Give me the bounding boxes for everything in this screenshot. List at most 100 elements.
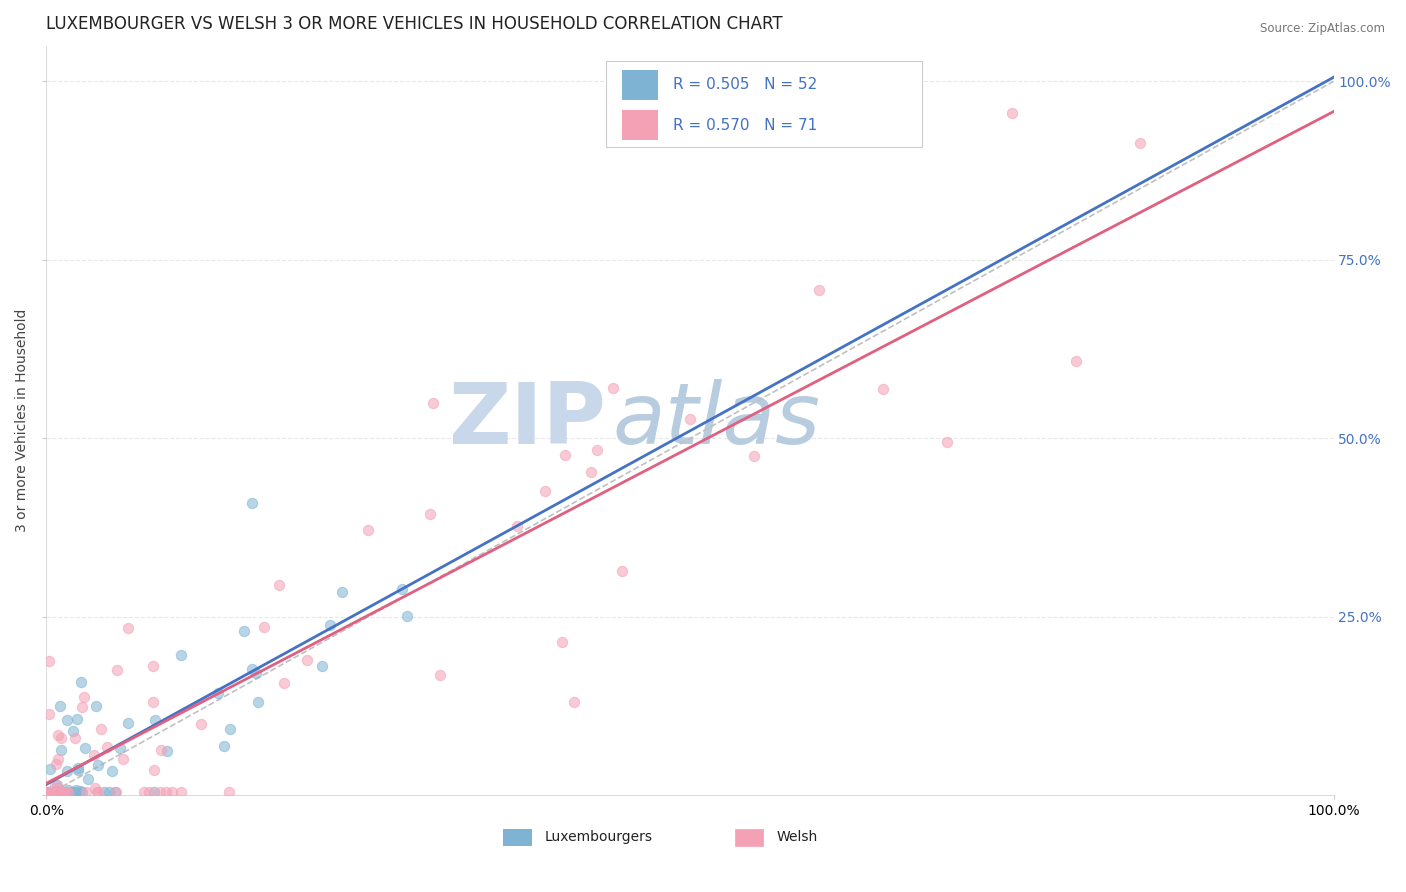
Point xyxy=(65,731,87,745)
Point xyxy=(38,654,60,668)
Point xyxy=(46,727,69,741)
Point xyxy=(46,785,69,799)
Point xyxy=(39,785,62,799)
Point xyxy=(429,668,451,682)
Point xyxy=(38,785,60,799)
Point xyxy=(70,674,93,689)
Point xyxy=(66,763,89,777)
Point xyxy=(37,785,59,799)
Point xyxy=(138,785,160,799)
Point xyxy=(93,785,115,799)
Point xyxy=(108,740,131,755)
Point xyxy=(330,585,353,599)
Point xyxy=(562,696,585,710)
Point xyxy=(117,621,139,635)
Point xyxy=(46,752,69,766)
Point xyxy=(240,495,263,509)
Point xyxy=(1129,136,1152,150)
Point xyxy=(104,785,127,799)
Point xyxy=(49,731,72,745)
Point xyxy=(170,648,193,662)
Point xyxy=(586,442,609,457)
Point xyxy=(807,283,830,297)
Point xyxy=(190,716,212,731)
Point xyxy=(65,782,87,797)
Point xyxy=(267,578,290,592)
Point xyxy=(46,780,69,795)
Point xyxy=(56,783,79,797)
Point xyxy=(56,714,79,728)
Point xyxy=(90,723,112,737)
Point xyxy=(551,634,574,648)
Point xyxy=(37,785,59,799)
Text: Luxembourgers: Luxembourgers xyxy=(544,830,652,844)
Point xyxy=(143,785,166,799)
Point xyxy=(610,564,633,578)
Point xyxy=(105,663,128,677)
Point xyxy=(395,608,418,623)
Text: atlas: atlas xyxy=(613,379,821,462)
Point xyxy=(214,739,236,753)
Point xyxy=(39,762,62,776)
Point xyxy=(1001,105,1024,120)
Point xyxy=(86,785,108,799)
FancyBboxPatch shape xyxy=(735,829,763,846)
Point xyxy=(602,381,624,395)
Point xyxy=(45,785,67,799)
Point xyxy=(247,695,270,709)
Y-axis label: 3 or more Vehicles in Household: 3 or more Vehicles in Household xyxy=(15,309,30,533)
Point xyxy=(357,523,380,537)
Point xyxy=(38,785,60,799)
FancyBboxPatch shape xyxy=(621,111,658,140)
Point xyxy=(66,712,89,726)
Point xyxy=(143,763,166,777)
Point xyxy=(56,785,79,799)
Point xyxy=(149,743,172,757)
Point xyxy=(149,785,172,799)
Point xyxy=(69,784,91,798)
Point xyxy=(1064,353,1087,368)
Point xyxy=(70,785,93,799)
Point xyxy=(506,519,529,533)
Point xyxy=(936,435,959,450)
Point xyxy=(579,465,602,479)
Point xyxy=(207,686,229,700)
Point xyxy=(245,665,267,680)
Point xyxy=(112,752,135,766)
Point xyxy=(679,412,702,426)
FancyBboxPatch shape xyxy=(606,61,921,147)
Point xyxy=(46,785,69,799)
Point xyxy=(38,785,60,799)
Point xyxy=(101,764,124,778)
Point xyxy=(51,785,73,799)
Point xyxy=(52,785,75,799)
Point xyxy=(42,785,65,799)
Point xyxy=(60,785,83,799)
Point xyxy=(534,484,557,499)
Point xyxy=(273,676,295,690)
Point xyxy=(73,690,96,704)
Point xyxy=(66,761,89,775)
Point xyxy=(75,785,97,799)
Point xyxy=(391,582,413,596)
Point xyxy=(86,785,108,799)
Point xyxy=(86,758,108,772)
Point xyxy=(103,785,125,799)
Point xyxy=(141,695,163,709)
Point xyxy=(872,382,894,396)
Point xyxy=(62,723,84,738)
Text: ZIP: ZIP xyxy=(449,379,606,462)
Point xyxy=(218,785,240,799)
Point xyxy=(49,699,72,714)
Point xyxy=(63,785,86,799)
Point xyxy=(83,747,105,762)
Text: R = 0.505   N = 52: R = 0.505 N = 52 xyxy=(673,78,817,92)
Point xyxy=(156,744,179,758)
Text: LUXEMBOURGER VS WELSH 3 OR MORE VEHICLES IN HOUSEHOLD CORRELATION CHART: LUXEMBOURGER VS WELSH 3 OR MORE VEHICLES… xyxy=(46,15,783,33)
Point xyxy=(232,624,254,639)
Text: Source: ZipAtlas.com: Source: ZipAtlas.com xyxy=(1260,22,1385,36)
Point xyxy=(219,722,242,736)
Text: R = 0.570   N = 71: R = 0.570 N = 71 xyxy=(673,118,817,133)
Point xyxy=(97,785,120,799)
Point xyxy=(143,713,166,727)
